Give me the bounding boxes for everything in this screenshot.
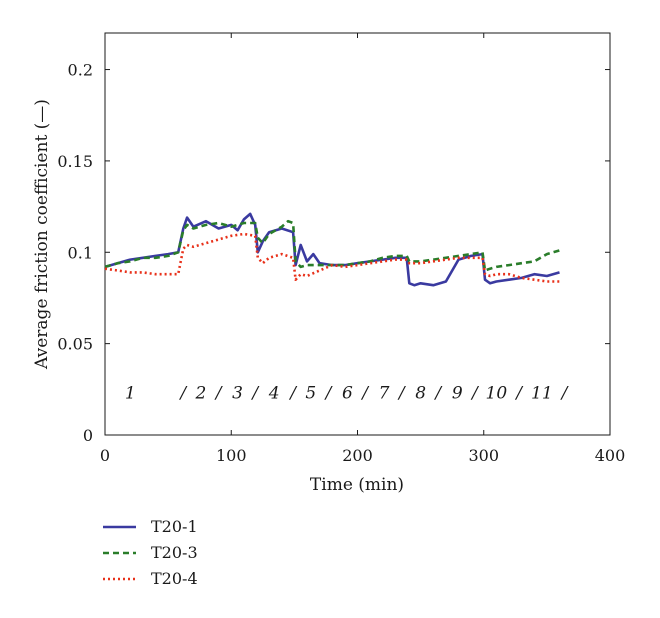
- stage-annotation: /: [214, 383, 224, 403]
- x-axis-ticks: 0 100 200 300 400: [100, 33, 625, 465]
- plot-frame: [104, 32, 611, 436]
- y-tick-label: 0.2: [68, 61, 93, 80]
- x-axis-label: Time (min): [310, 475, 404, 495]
- legend-label-T20-4: T20-4: [151, 569, 198, 588]
- y-tick-label: 0.1: [68, 243, 93, 262]
- stage-annotation: /: [397, 383, 407, 403]
- legend-label-T20-1: T20-1: [151, 517, 198, 536]
- stage-annotation: 6: [342, 383, 353, 403]
- stage-annotation: 9: [452, 383, 463, 403]
- stage-annotation: 3: [232, 383, 243, 403]
- stage-annotation: 10: [486, 383, 508, 403]
- y-tick-label: 0.15: [57, 152, 93, 171]
- stage-annotation: /: [433, 383, 443, 403]
- series-line-T20-3: [104, 219, 560, 272]
- stage-annotation: /: [288, 383, 298, 403]
- series-line-T20-4: [104, 232, 560, 283]
- x-tick-label: 300: [468, 446, 499, 465]
- stage-annotation: /: [250, 383, 260, 403]
- stage-annotation: 2: [195, 383, 207, 403]
- stage-annotation: /: [178, 383, 188, 403]
- stage-annotation: /: [324, 383, 334, 403]
- y-tick-label: 0: [83, 426, 93, 445]
- y-tick-label: 0.05: [57, 335, 93, 354]
- y-axis-label: Average friction coefficient (—): [32, 99, 52, 370]
- x-tick-label: 0: [100, 446, 110, 465]
- stage-annotation: 5: [305, 383, 316, 403]
- x-tick-label: 200: [342, 446, 373, 465]
- x-tick-label: 400: [595, 446, 626, 465]
- stage-annotation: /: [560, 383, 570, 403]
- stage-annotation: /: [360, 383, 370, 403]
- series-line-T20-1: [104, 212, 560, 287]
- stage-annotation: /: [470, 383, 480, 403]
- stage-annotations: 1 / 2 / 3 / 4 / 5 / 6 / 7 / 8 / 9 / 10 / 11 /: [125, 383, 570, 403]
- stage-annotation: 4: [268, 383, 280, 403]
- stage-annotation: 1: [125, 383, 136, 403]
- legend-label-T20-3: T20-3: [151, 543, 198, 562]
- stage-annotation: 11: [531, 383, 553, 403]
- legend: T20-1 T20-3 T20-4: [103, 517, 198, 588]
- x-tick-label: 100: [216, 446, 247, 465]
- stage-annotation: 7: [379, 383, 390, 403]
- stage-annotation: /: [514, 383, 524, 403]
- y-axis-ticks: 0 0.05 0.1 0.15 0.2: [57, 61, 610, 445]
- series-layer: [104, 212, 560, 287]
- stage-annotation: 8: [415, 383, 426, 403]
